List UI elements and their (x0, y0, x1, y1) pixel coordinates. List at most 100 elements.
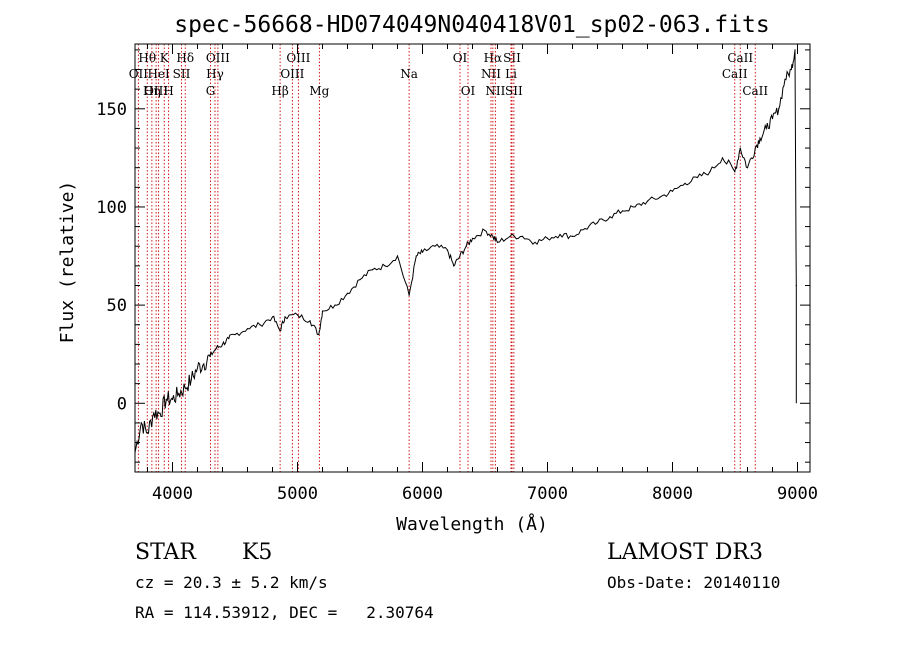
line-label-2: OIII (144, 84, 168, 98)
data-point-25 (321, 310, 324, 312)
axes: 4000 5000 6000 7000 8000 9000 0 50 100 150 (96, 43, 818, 504)
data-point-13 (215, 347, 217, 349)
data-point-64 (746, 167, 749, 169)
data-point-71 (790, 68, 792, 71)
y-tick-label-50: 50 (107, 296, 127, 316)
line-label-14: OIII (280, 67, 304, 81)
data-point-17 (246, 328, 249, 330)
line-label-15: Mg (309, 84, 329, 98)
data-point-45 (521, 235, 524, 238)
x-tick-label-9000: 9000 (777, 484, 818, 504)
line-label-0: Hθ (138, 51, 156, 65)
x-axis-label: Wavelength (Å) (396, 513, 548, 535)
data-point-23 (309, 320, 311, 322)
x-tick-label-6000: 6000 (402, 484, 443, 504)
line-label-26: CaII (722, 67, 748, 81)
data-point-11 (203, 363, 205, 365)
line-label-10: Hγ (206, 67, 224, 81)
line-label-22: SII (503, 51, 521, 65)
line-label-1: OII (129, 67, 149, 81)
data-point-39 (465, 245, 467, 247)
data-point-54 (634, 206, 636, 208)
data-point-14 (221, 343, 224, 345)
data-point-47 (546, 237, 549, 239)
data-point-7 (178, 392, 180, 395)
data-point-26 (334, 304, 336, 306)
line-label-3: Hη (143, 84, 161, 98)
y-tick-label-150: 150 (96, 100, 127, 120)
line-label-8: Hδ (176, 51, 194, 65)
data-point-27 (346, 292, 349, 294)
data-point-67 (765, 127, 767, 130)
data-point-16 (234, 333, 236, 336)
x-tick-label-4000: 4000 (152, 484, 193, 504)
data-point-29 (371, 269, 374, 271)
line-label-18: OI (461, 84, 476, 98)
data-point-53 (621, 210, 624, 212)
y-tick-label-0: 0 (117, 394, 127, 414)
line-label-6: SII (173, 67, 191, 81)
data-point-38 (459, 255, 461, 257)
data-point-52 (609, 216, 611, 218)
spectrum-series (134, 49, 797, 453)
survey-name: LAMOST DR3 (607, 540, 763, 565)
data-point-70 (784, 78, 786, 80)
data-point-50 (584, 227, 586, 230)
line-label-19: Hα (484, 51, 503, 65)
data-point-1 (140, 422, 142, 424)
y-tick-label-100: 100 (96, 198, 127, 218)
data-point-42 (492, 235, 494, 238)
line-label-16: Na (400, 67, 418, 81)
data-point-43 (496, 241, 499, 243)
data-point-15 (228, 337, 230, 340)
data-point-44 (509, 235, 511, 238)
data-point-4 (159, 412, 161, 414)
observation-date: Obs-Date: 20140110 (607, 573, 781, 592)
data-point-57 (671, 190, 674, 192)
data-point-21 (284, 316, 286, 318)
line-label-20: NII (481, 67, 501, 81)
line-label-17: OI (453, 51, 468, 65)
data-point-41 (484, 229, 486, 232)
data-point-59 (696, 176, 699, 179)
data-point-5 (165, 398, 167, 400)
data-point-18 (259, 324, 261, 326)
data-point-8 (184, 386, 186, 389)
data-point-72 (794, 49, 796, 51)
line-label-12: Hβ (271, 84, 288, 98)
data-point-68 (771, 118, 774, 120)
data-point-33 (415, 255, 417, 257)
data-point-2 (146, 432, 149, 434)
data-point-30 (384, 265, 386, 267)
data-point-34 (421, 251, 424, 253)
x-tick-label-5000: 5000 (277, 484, 318, 504)
line-label-11: G (206, 84, 216, 98)
data-point-9 (190, 379, 192, 381)
data-point-58 (684, 182, 686, 184)
data-point-51 (596, 222, 599, 224)
data-point-61 (721, 157, 724, 159)
line-label-23: Li (505, 67, 517, 81)
line-label-24: SII (505, 84, 523, 98)
data-point-69 (778, 108, 780, 110)
x-tick-label-7000: 7000 (527, 484, 568, 504)
object-class: STAR (135, 540, 196, 565)
data-point-31 (396, 255, 399, 257)
data-point-62 (734, 171, 736, 173)
data-point-65 (754, 147, 756, 149)
object-subclass: K5 (242, 540, 273, 565)
data-point-60 (709, 171, 711, 173)
data-point-55 (646, 200, 649, 202)
data-point-40 (471, 237, 474, 239)
line-label-4: K (160, 51, 170, 65)
data-point-46 (534, 241, 536, 243)
data-point-32 (408, 294, 410, 296)
data-point-48 (559, 233, 561, 236)
y-axis-label: Flux (relative) (57, 181, 78, 344)
data-point-36 (446, 249, 449, 251)
data-point-10 (196, 367, 199, 369)
data-point-35 (434, 245, 436, 247)
data-point-63 (739, 147, 741, 149)
line-label-27: CaII (742, 84, 768, 98)
